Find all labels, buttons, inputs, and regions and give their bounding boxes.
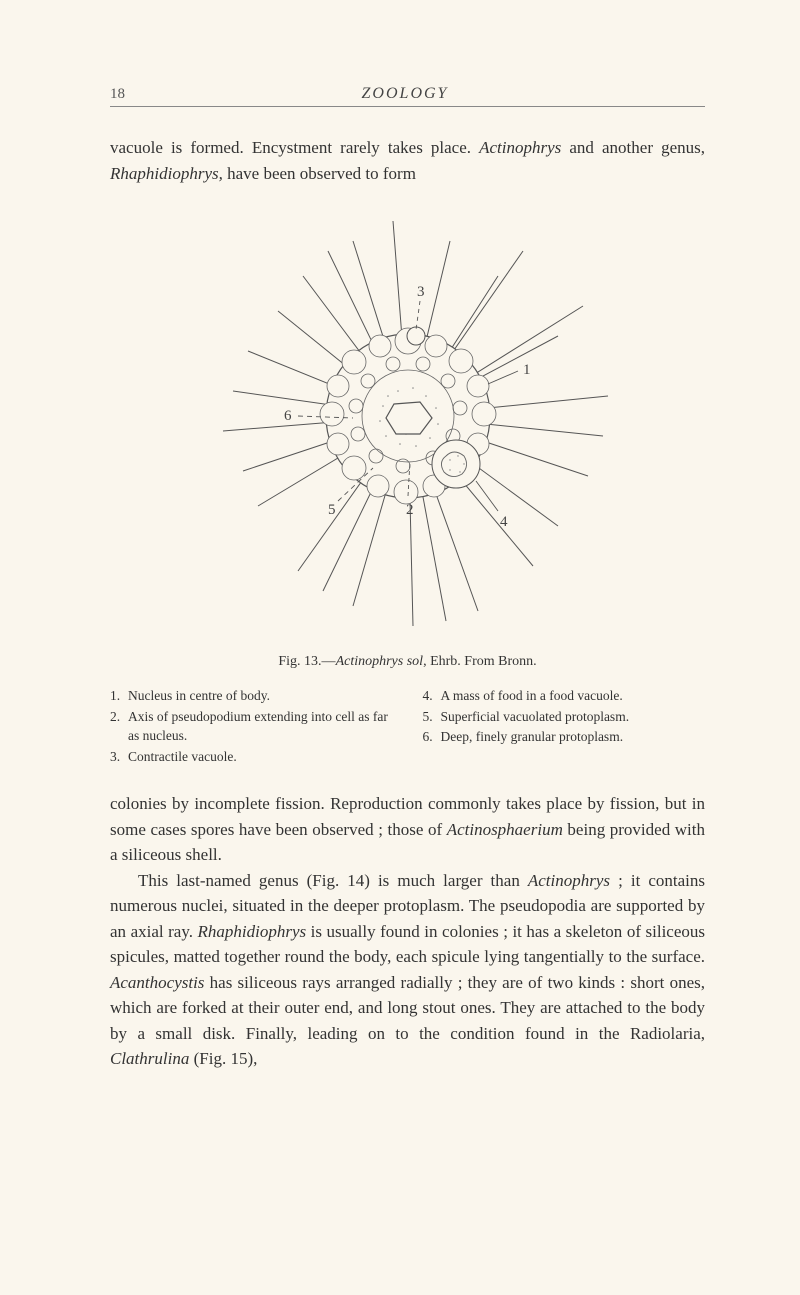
legend-item: 2.Axis of pseudopodium extending into ce…	[110, 707, 393, 746]
legend-item: 1.Nucleus in centre of body.	[110, 686, 393, 706]
para1-text-b: and another genus,	[561, 138, 705, 157]
figure-container: 1 2 3 4 5 6	[110, 196, 705, 636]
legend-text: Contractile vacuole.	[128, 747, 237, 767]
paragraph-1: vacuole is formed. Encystment rarely tak…	[110, 135, 705, 186]
para1-text-c: have been observed to form	[223, 164, 416, 183]
legend-item: 4.A mass of food in a food vacuole.	[423, 686, 706, 706]
paragraph-2: colonies by incomplete fission. Reproduc…	[110, 791, 705, 868]
paragraph-3: This last-named genus (Fig. 14) is much …	[110, 868, 705, 1072]
figure-caption: Fig. 13.—Actinophrys sol, Ehrb. From Bro…	[110, 654, 705, 670]
para3-italic-3: Acanthocystis	[110, 973, 204, 992]
figure-label-1: 1	[523, 362, 531, 378]
figure-legend: 1.Nucleus in centre of body. 2.Axis of p…	[110, 686, 705, 767]
para3-italic-1: Actino­phrys	[528, 871, 610, 890]
page-number: 18	[110, 86, 125, 103]
legend-text: A mass of food in a food vacuole.	[441, 686, 623, 706]
actinophrys-figure: 1 2 3 4 5 6	[188, 196, 628, 636]
para3-italic-2: Rhaphidiophrys	[198, 922, 307, 941]
page-header: 18 ZOOLOGY	[110, 85, 705, 107]
legend-text: Deep, finely granular protoplasm.	[441, 727, 624, 747]
legend-right-col: 4.A mass of food in a food vacuole. 5.Su…	[423, 686, 706, 767]
figure-label-2: 2	[406, 502, 414, 518]
para3-text-a: This last-named genus (Fig. 14) is much …	[138, 871, 528, 890]
legend-left-col: 1.Nucleus in centre of body. 2.Axis of p…	[110, 686, 393, 767]
header-title: ZOOLOGY	[125, 85, 685, 103]
para1-italic-2: Rhaphidiophrys,	[110, 164, 223, 183]
legend-num: 5.	[423, 707, 441, 727]
figure-label-5: 5	[328, 502, 336, 518]
caption-prefix: Fig. 13.—	[278, 654, 335, 669]
legend-num: 3.	[110, 747, 128, 767]
para2-italic-1: Actinosphaerium	[447, 820, 563, 839]
legend-num: 4.	[423, 686, 441, 706]
figure-label-6: 6	[284, 408, 292, 424]
para1-italic-1: Actinophrys	[479, 138, 561, 157]
caption-suffix: , Ehrb. From Bronn.	[423, 654, 537, 669]
legend-text: Nucleus in centre of body.	[128, 686, 270, 706]
figure-label-4: 4	[500, 514, 508, 530]
legend-text: Superficial vacuolated protoplasm.	[441, 707, 630, 727]
legend-item: 5.Superficial vacuolated protoplasm.	[423, 707, 706, 727]
legend-num: 1.	[110, 686, 128, 706]
legend-text: Axis of pseudopodium extending into cell…	[128, 707, 393, 746]
para1-text-a: vacuole is formed. Encystment rarely tak…	[110, 138, 479, 157]
legend-item: 3.Contractile vacuole.	[110, 747, 393, 767]
legend-num: 6.	[423, 727, 441, 747]
para3-text-e: (Fig. 15),	[189, 1049, 257, 1068]
para3-italic-4: Clathrulina	[110, 1049, 189, 1068]
caption-italic: Actinophrys sol	[336, 654, 424, 669]
legend-num: 2.	[110, 707, 128, 746]
figure-label-3: 3	[417, 284, 425, 300]
legend-item: 6.Deep, finely granular protoplasm.	[423, 727, 706, 747]
